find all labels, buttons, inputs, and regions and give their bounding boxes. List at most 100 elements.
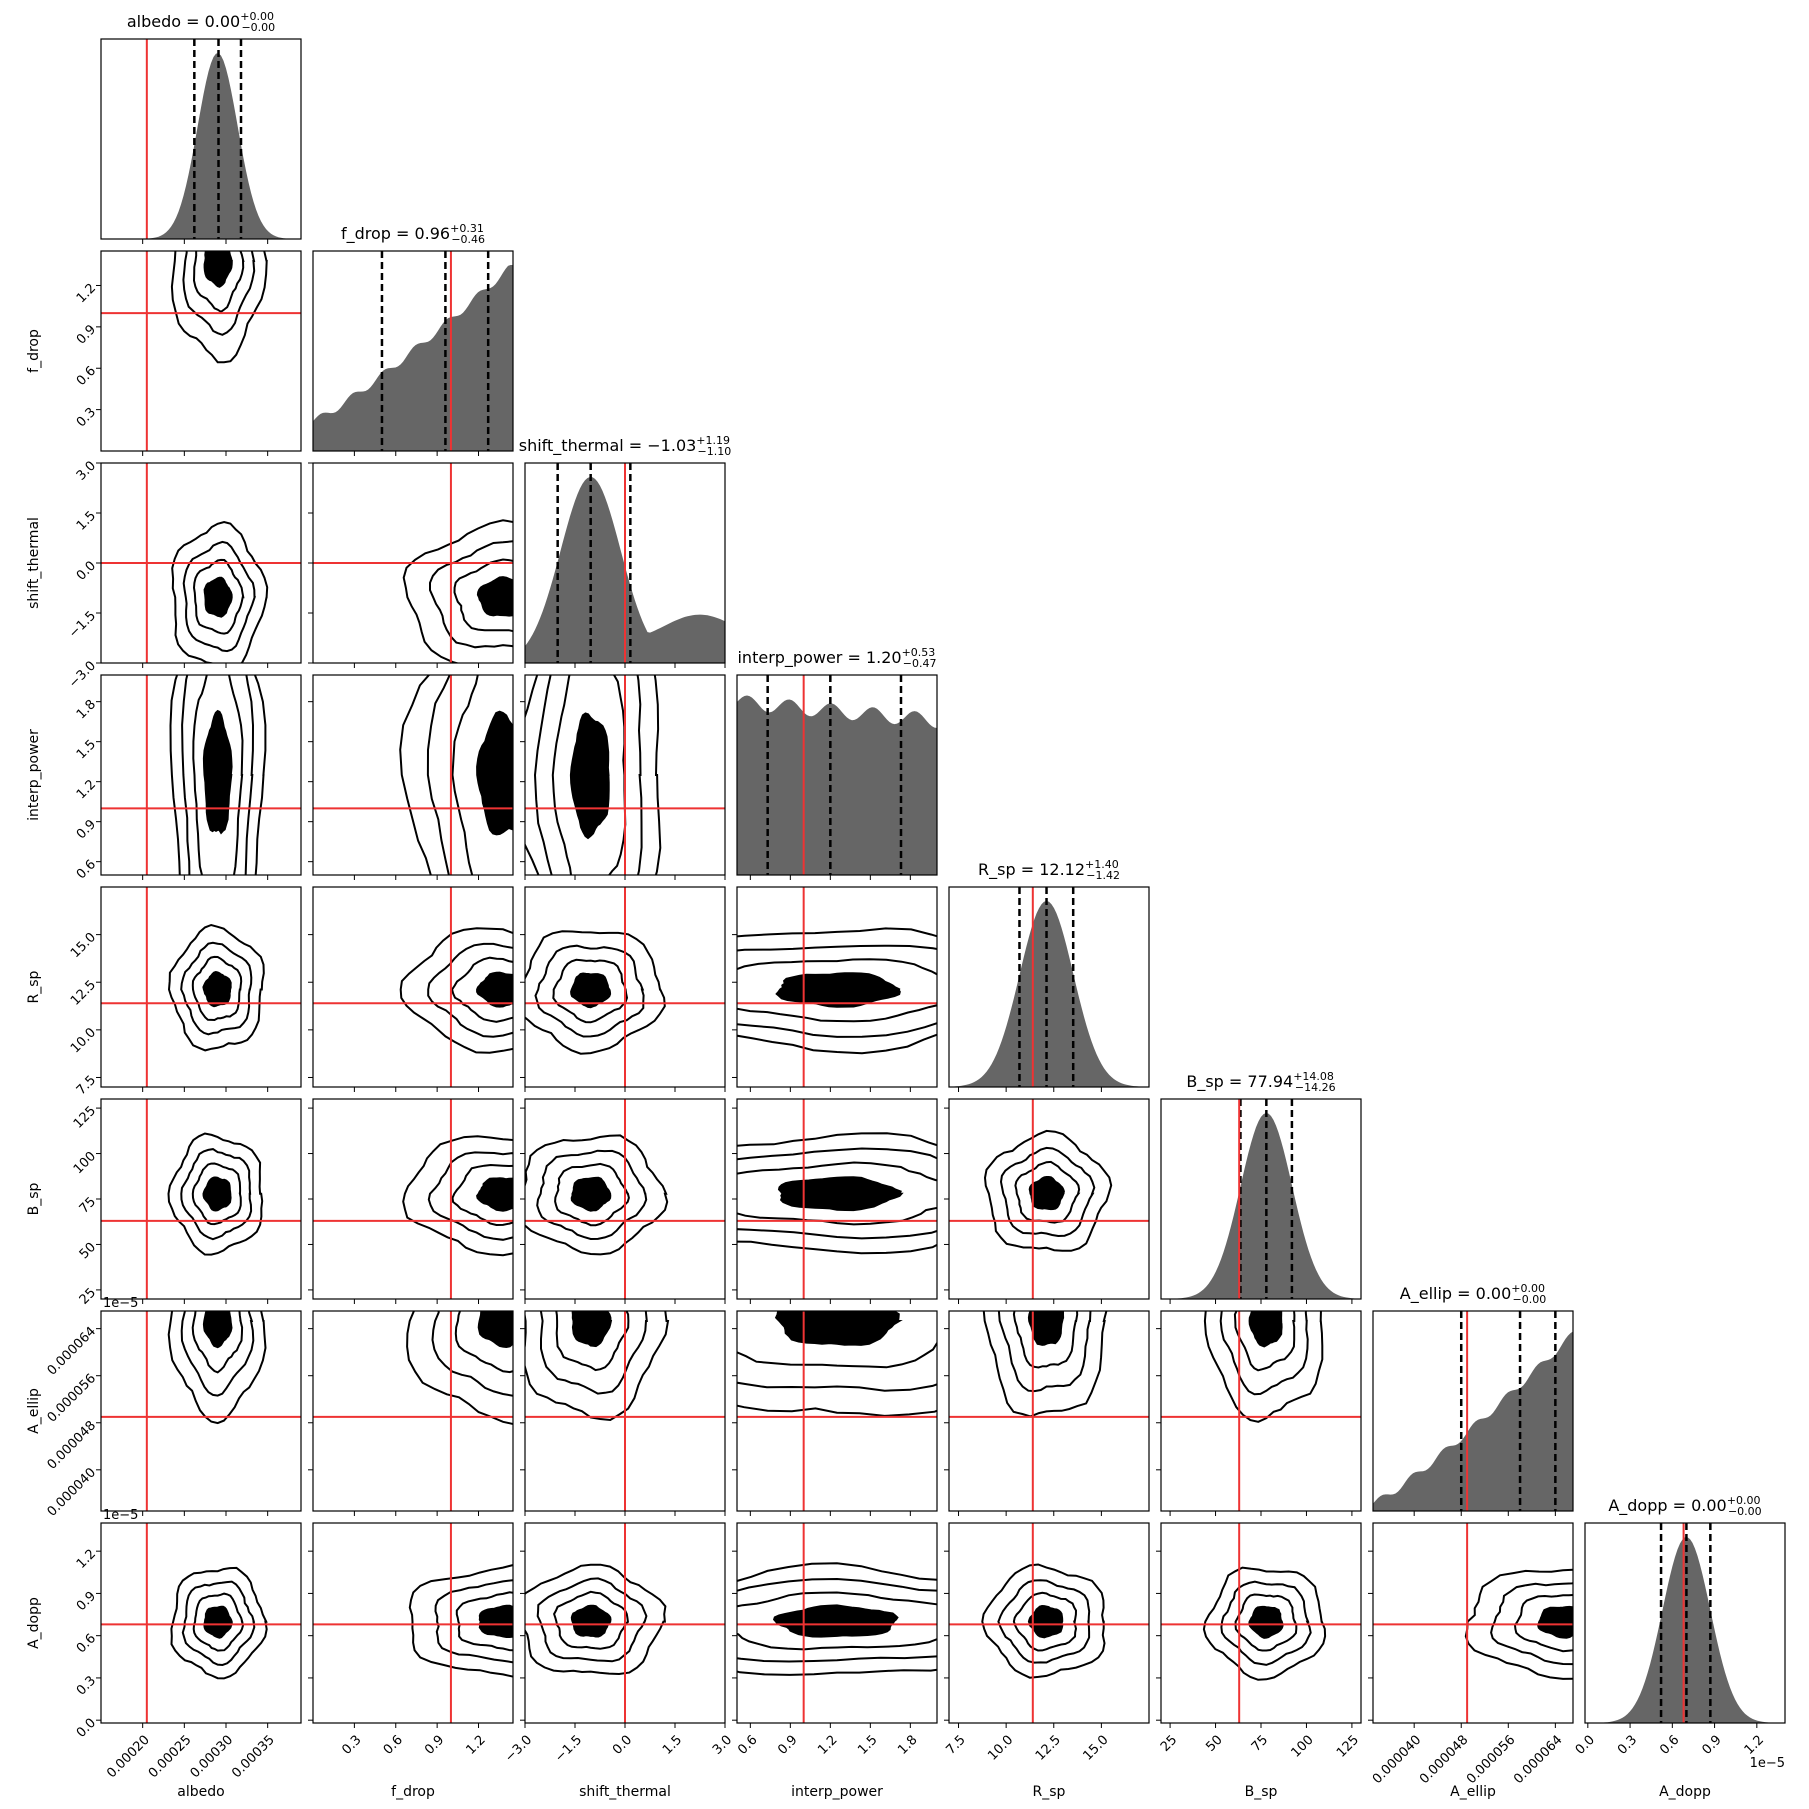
contour-panel-f-drop-vs-a-ellip: [308, 1310, 514, 1516]
contour-line: [180, 941, 253, 1036]
contour-line: [167, 1132, 264, 1256]
contour-line: [170, 1566, 268, 1680]
contour-panel-albedo-vs-r-sp: 7.5 10.0 12.5 15.0: [68, 886, 302, 1098]
density-core: [476, 971, 513, 1008]
contour-line: [191, 955, 243, 1022]
contour-line: [1220, 1580, 1312, 1666]
contour-line: [555, 1311, 630, 1372]
contour-panel-interp-power-vs-b-sp: [732, 1098, 938, 1304]
x-tick-label: 12.5: [1033, 1733, 1064, 1764]
panel-frame: [736, 674, 938, 876]
histogram-fill: [313, 265, 513, 451]
x-tick-label: 75: [1249, 1733, 1271, 1755]
y-tick-label: 0.3: [74, 1673, 99, 1698]
hist-panel-interp-power: interp_power = 1.20+0.53 −0.47: [736, 646, 938, 880]
x-tick-label: 0.000056: [1464, 1733, 1518, 1787]
density-core: [202, 970, 232, 1008]
y-tick-label: −3.0: [66, 658, 99, 691]
x-tick-label: 0.00025: [146, 1733, 195, 1782]
contour-line: [181, 675, 255, 875]
y-tick-label: 1.2: [74, 281, 99, 306]
y-tick-label: 0.000064: [45, 1324, 99, 1378]
x-tick-label: 0.6: [381, 1733, 406, 1758]
density-core: [202, 1176, 232, 1212]
panel-frame: [736, 1522, 938, 1724]
contour-line: [1513, 1593, 1573, 1653]
density-core: [203, 576, 233, 618]
contour-line: [1012, 1591, 1078, 1652]
hist-panel-r-sp: R_sp = 12.12+1.40 −1.42: [948, 858, 1150, 1092]
contour-panel-f-drop-vs-b-sp: [308, 1098, 514, 1304]
y-tick-label: 75: [77, 1194, 99, 1216]
y-offset-label: 1e−5: [103, 1296, 138, 1311]
x-tick-label: 50: [1203, 1733, 1225, 1755]
hist-panel-a-ellip: A_ellip = 0.00+0.00 −0.00: [1372, 1282, 1574, 1516]
y-tick-label: 1.8: [74, 697, 99, 722]
panel-frame: [312, 250, 514, 452]
y-tick-label: 10.0: [68, 1025, 99, 1056]
contour-line: [1234, 1593, 1298, 1652]
panel-frame: [1584, 1522, 1786, 1724]
contour-line: [737, 1132, 937, 1255]
histogram-fill: [949, 901, 1149, 1087]
contour-panel-b-sp-vs-a-dopp: 25 50 75 100 125: [1156, 1522, 1362, 1761]
density-core: [202, 709, 233, 835]
contour-line: [737, 958, 937, 1023]
contour-panel-interp-power-vs-r-sp: [732, 886, 938, 1092]
contour-panel-r-sp-vs-b-sp: [944, 1098, 1150, 1304]
histogram-fill: [101, 53, 301, 239]
contour-line: [431, 1311, 513, 1397]
contour-line: [999, 1146, 1096, 1238]
contour-line: [453, 558, 513, 633]
histogram-fill: [737, 695, 937, 875]
panel-frame: [312, 1522, 514, 1724]
y-tick-label: 0.0: [74, 1716, 99, 1741]
y-tick-label: 25: [77, 1285, 99, 1307]
contour-panel-b-sp-vs-a-ellip: [1156, 1310, 1362, 1516]
density-core: [477, 1311, 513, 1349]
density-core: [777, 1176, 904, 1212]
contour-line: [451, 1163, 513, 1227]
y-tick-label: 0.6: [74, 364, 99, 389]
contour-line: [1233, 1311, 1296, 1372]
contour-line: [737, 1404, 937, 1417]
panel-frame: [948, 1522, 1150, 1724]
density-core: [1027, 1604, 1064, 1639]
histogram-fill: [1585, 1537, 1785, 1723]
histogram-fill: [1373, 1331, 1573, 1511]
contour-panel-f-drop-vs-interp-power: [308, 674, 514, 880]
contour-line: [1203, 1311, 1324, 1423]
panel-title: B_sp = 77.94+14.08 −14.26: [1186, 1070, 1335, 1094]
x-axis-label-albedo: albedo: [177, 1784, 224, 1800]
contour-line: [536, 1577, 648, 1663]
y-tick-label: 0.9: [74, 817, 99, 842]
contour-panel-r-sp-vs-a-ellip: [944, 1310, 1150, 1516]
y-tick-label: 0.9: [74, 1589, 99, 1614]
density-core: [1248, 1311, 1283, 1348]
contour-line: [536, 1149, 648, 1241]
panel-title: f_drop = 0.96+0.31 −0.46: [341, 222, 485, 246]
hist-panel-shift-thermal: shift_thermal = −1.03+1.19 −1.10: [519, 434, 731, 668]
x-tick-label: 0.000048: [1417, 1733, 1471, 1787]
contour-panel-albedo-vs-interp-power: 0.6 0.9 1.2 1.5 1.8: [74, 674, 302, 882]
contour-line: [551, 675, 627, 875]
x-tick-label: 0.0: [1573, 1733, 1598, 1758]
x-tick-label: 0.3: [339, 1733, 364, 1758]
panel-frame: [100, 1098, 302, 1300]
x-tick-label: 0.00020: [104, 1733, 153, 1782]
contour-line: [737, 1341, 937, 1369]
panel-title: shift_thermal = −1.03+1.19 −1.10: [519, 434, 731, 458]
contour-line: [182, 251, 256, 336]
contour-panel-shift-thermal-vs-b-sp: [520, 1098, 726, 1304]
panel-title: A_ellip = 0.00+0.00 −0.00: [1400, 1282, 1546, 1306]
x-tick-label: 1.8: [895, 1733, 920, 1758]
contour-line: [525, 1563, 667, 1676]
density-core: [202, 1311, 233, 1349]
x-tick-label: 1.2: [1742, 1733, 1767, 1758]
y-tick-label: 12.5: [68, 978, 99, 1009]
contour-line: [399, 675, 432, 875]
contour-line: [1219, 1311, 1309, 1396]
density-core: [570, 972, 612, 1009]
